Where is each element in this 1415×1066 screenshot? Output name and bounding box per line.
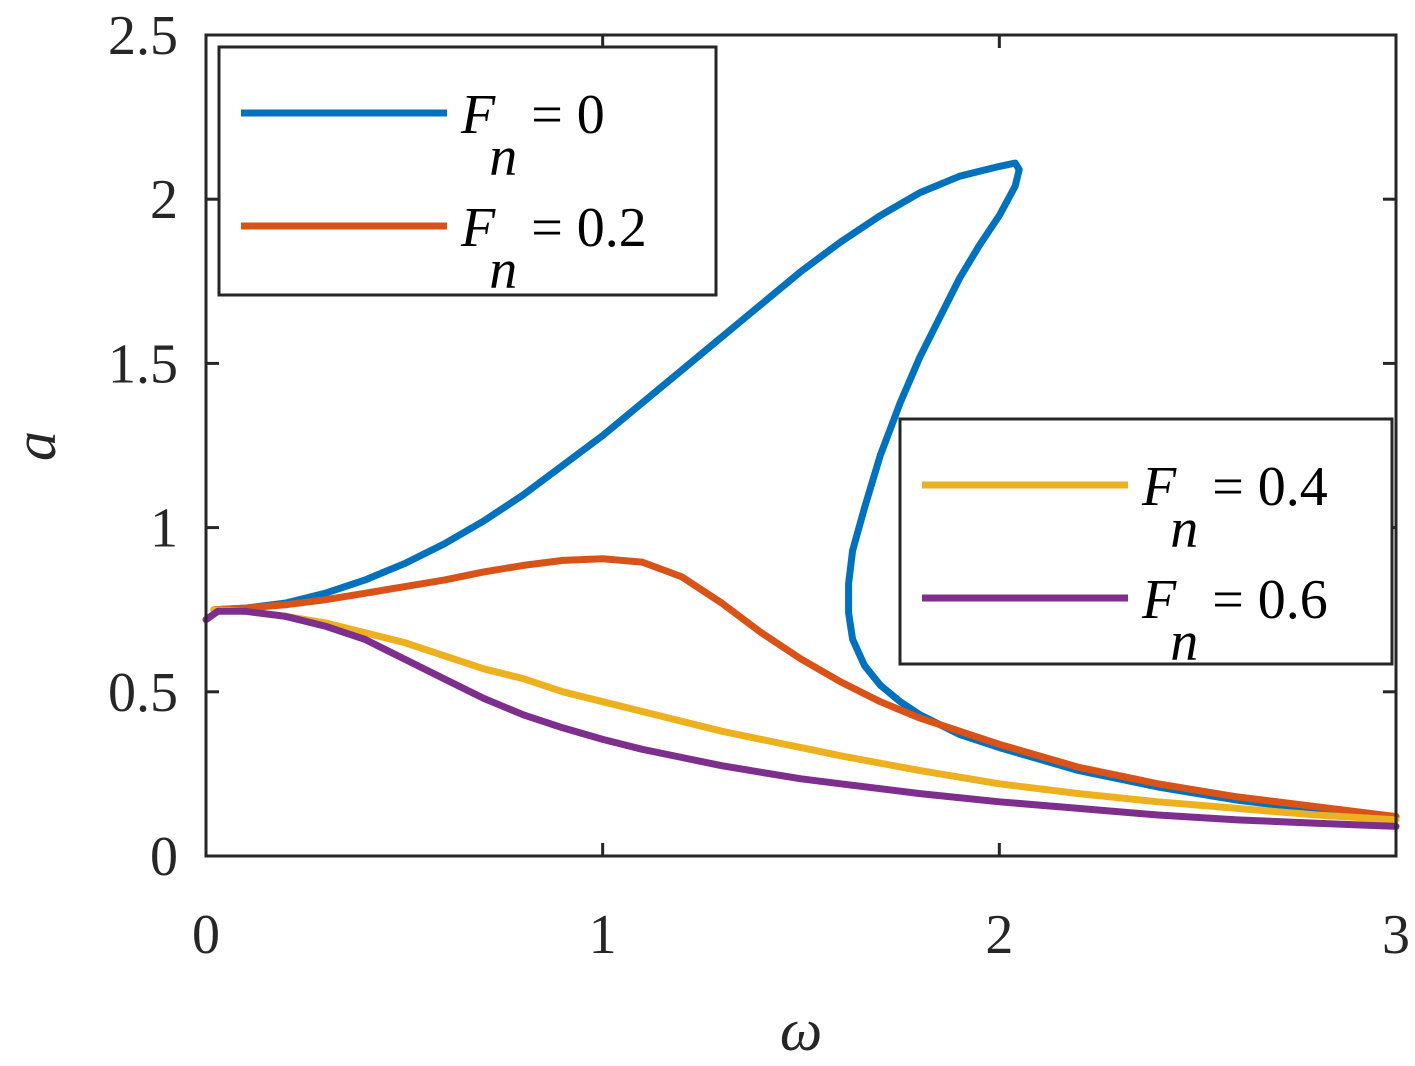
y-tick-label: 0.5 <box>108 662 178 724</box>
series-line-3 <box>202 607 1400 830</box>
legend-box <box>217 45 718 297</box>
x-tick-label: 3 <box>1382 904 1410 966</box>
y-tick-label: 2 <box>150 169 178 231</box>
x-tick-label: 2 <box>985 904 1013 966</box>
y-axis-label: a <box>2 431 68 461</box>
series-line-0 <box>210 159 1400 821</box>
y-tick-label: 1 <box>150 498 178 560</box>
series-layer <box>202 159 1400 830</box>
series-line-2 <box>210 606 1400 824</box>
y-tick-label: 1.5 <box>108 333 178 395</box>
y-tick-label: 2.5 <box>108 5 178 67</box>
series-line-1 <box>210 555 1400 821</box>
x-tick-label: 0 <box>192 904 220 966</box>
y-tick-label: 0 <box>150 826 178 888</box>
legend-box <box>898 417 1394 666</box>
x-tick-label: 1 <box>589 904 617 966</box>
plot-frame <box>204 33 1398 858</box>
x-axis-label: ω <box>780 997 822 1063</box>
